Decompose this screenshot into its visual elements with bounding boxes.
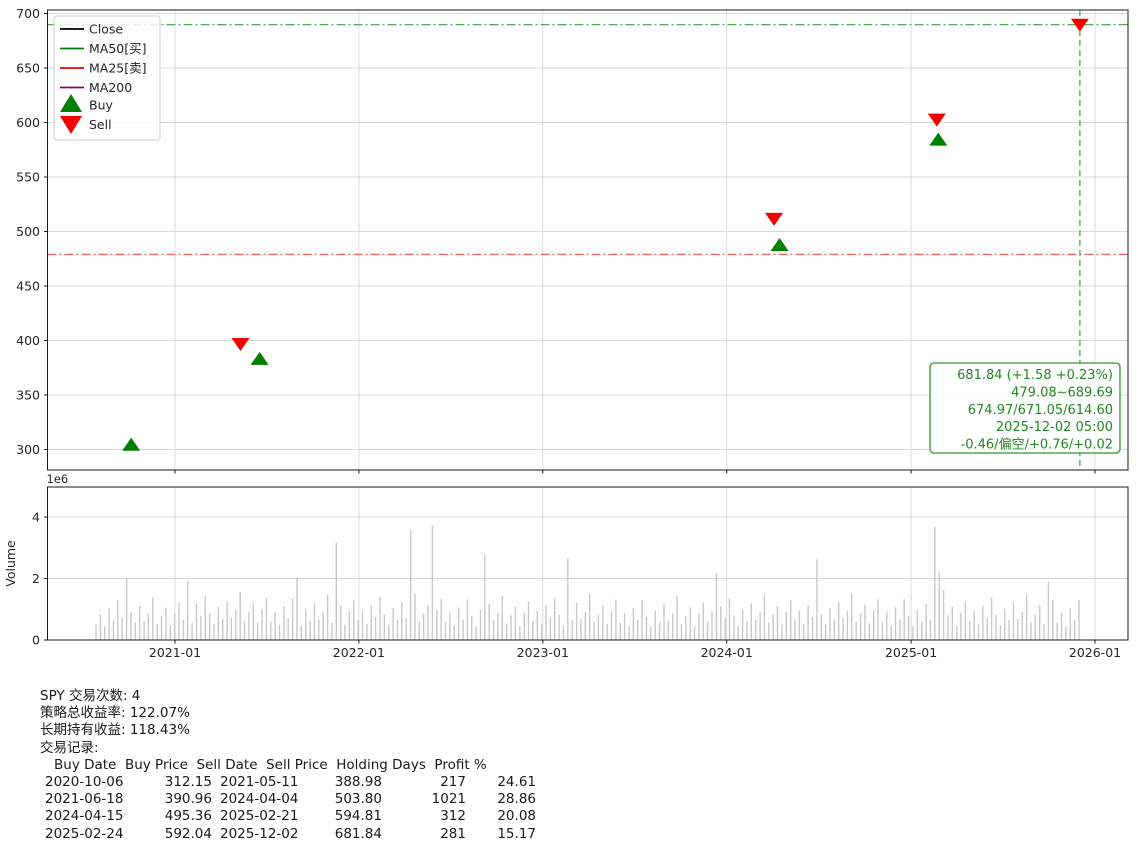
price-panel-frame	[47, 9, 1129, 471]
buy-marker	[770, 238, 789, 252]
buy-marker	[250, 351, 269, 365]
price-tick-label: 450	[16, 278, 40, 293]
trade-count-line: SPY 交易次数: 4	[40, 688, 141, 704]
price-tick-label: 350	[16, 387, 40, 402]
volume-bars	[95, 525, 1080, 640]
volume-tick-label: 0	[32, 632, 40, 647]
strategy-return-line: 策略总收益率: 122.07%	[40, 705, 190, 722]
price-tick-label: 550	[16, 169, 40, 184]
trade-cell: 681.84	[334, 825, 382, 842]
date-tick-label: 2021-01	[149, 645, 201, 660]
trade-table-header: Buy Date Buy Price Sell Date Sell Price …	[54, 756, 487, 773]
trade-row: 2021-06-18 390.96 2024-04-04 503.80 1021 28.8…	[40, 791, 536, 808]
trade-cell: 592.04	[164, 825, 212, 842]
trade-row: 2025-02-24 592.04 2025-12-02 681.84 281 15.17	[40, 826, 536, 843]
date-tick-label: 2024-01	[701, 645, 753, 660]
trade-cell: 2024-04-04	[220, 791, 299, 808]
date-tick-label: 2025-01	[885, 645, 937, 660]
legend-sell-triangle-icon	[60, 116, 82, 134]
volume-axis-title: Volume	[3, 540, 18, 587]
legend-label: MA25[卖]	[89, 60, 147, 75]
trade-cell: 24.61	[497, 774, 536, 791]
date-tick-label: 2023-01	[517, 645, 569, 660]
trade-cell: 2020-10-06	[45, 774, 124, 791]
trade-cell: 312	[440, 808, 466, 825]
price-tick-label: 500	[16, 224, 40, 239]
buy-marker	[929, 132, 948, 146]
trade-cell: 28.86	[497, 791, 536, 808]
price-tick-label: 650	[16, 60, 40, 75]
trade-markers	[122, 18, 1089, 451]
legend-label: Sell	[89, 117, 112, 132]
price-tick-label: 600	[16, 115, 40, 130]
price-volume-chart: 300 350 400 450 500 550 600 650 700 0 2 4 2021-01 202…	[0, 0, 1129, 660]
legend-label: MA200	[89, 80, 132, 95]
trade-log-title: 交易记录:	[40, 739, 99, 756]
volume-tick-label: 2	[32, 571, 40, 586]
volume-tick-label: 4	[32, 509, 40, 524]
trade-cell: 20.08	[497, 808, 536, 825]
price-tick-label: 700	[16, 6, 40, 21]
legend-label: MA50[买]	[89, 41, 147, 56]
trade-cell: 2021-05-11	[220, 774, 299, 791]
trade-cell: 2021-06-18	[45, 791, 124, 808]
trade-row: 2020-10-06 312.15 2021-05-11 388.98 217 24.61	[40, 774, 536, 791]
date-tick-label: 2022-01	[333, 645, 385, 660]
trade-cell: 1021	[431, 791, 466, 808]
legend-box	[53, 15, 161, 141]
annotation-line: 681.84 (+1.58 +0.23%)	[957, 368, 1113, 383]
trade-cell: 390.96	[164, 791, 212, 808]
trade-cell: 495.36	[164, 808, 212, 825]
date-tick-label: 2026-01	[1069, 645, 1121, 660]
trade-cell: 594.81	[334, 808, 382, 825]
trade-cell: 15.17	[497, 825, 536, 842]
legend-buy-triangle-icon	[60, 94, 82, 112]
axes	[44, 9, 1129, 644]
annotation-line: 479.08~689.69	[1011, 385, 1113, 400]
trade-cell: 388.98	[334, 774, 382, 791]
trade-row: 2024-04-15 495.36 2025-02-21 594.81 312 20.08	[40, 808, 536, 825]
annotation-line: -0.46/偏空/+0.76/+0.02	[961, 438, 1113, 453]
legend-label: Close	[89, 21, 123, 36]
trade-table: 2020-10-06 312.15 2021-05-11 388.98 217 24.61…	[40, 774, 536, 843]
trade-cell: 312.15	[164, 774, 212, 791]
trade-cell: 2025-02-21	[220, 808, 299, 825]
trade-cell: 2025-12-02	[220, 825, 299, 842]
trade-cell: 281	[440, 825, 466, 842]
sell-marker	[765, 212, 784, 226]
volume-unit-label: 1e6	[47, 472, 69, 486]
price-tick-label: 400	[16, 333, 40, 348]
gridlines	[47, 10, 1128, 640]
legend: Close MA50[买] MA25[卖] MA200 Buy Sell	[53, 15, 161, 141]
strategy-report: SPY 交易次数: 4 策略总收益率: 122.07% 长期持有收益: 118.…	[40, 688, 536, 843]
trade-cell: 2024-04-15	[45, 808, 124, 825]
annotation-line: 674.97/671.05/614.60	[968, 403, 1113, 418]
sell-marker	[231, 338, 250, 352]
trade-cell: 217	[440, 774, 466, 791]
legend-label: Buy	[89, 97, 113, 112]
buy-marker	[122, 437, 141, 451]
annotation-line: 2025-12-02 05:00	[996, 420, 1113, 435]
price-annotation: 681.84 (+1.58 +0.23%) 479.08~689.69 674.97…	[929, 362, 1121, 454]
volume-panel-frame	[47, 486, 1129, 641]
annotation-box	[929, 362, 1121, 454]
trade-cell: 503.80	[334, 791, 382, 808]
sell-marker	[1070, 18, 1089, 32]
sell-marker	[927, 113, 946, 127]
price-tick-label: 300	[16, 442, 40, 457]
tick-labels: 300 350 400 450 500 550 600 650 700 0 2 4 2021-01 202…	[3, 6, 1121, 660]
trade-cell: 2025-02-24	[45, 825, 124, 842]
hold-return-line: 长期持有收益: 118.43%	[40, 722, 190, 739]
